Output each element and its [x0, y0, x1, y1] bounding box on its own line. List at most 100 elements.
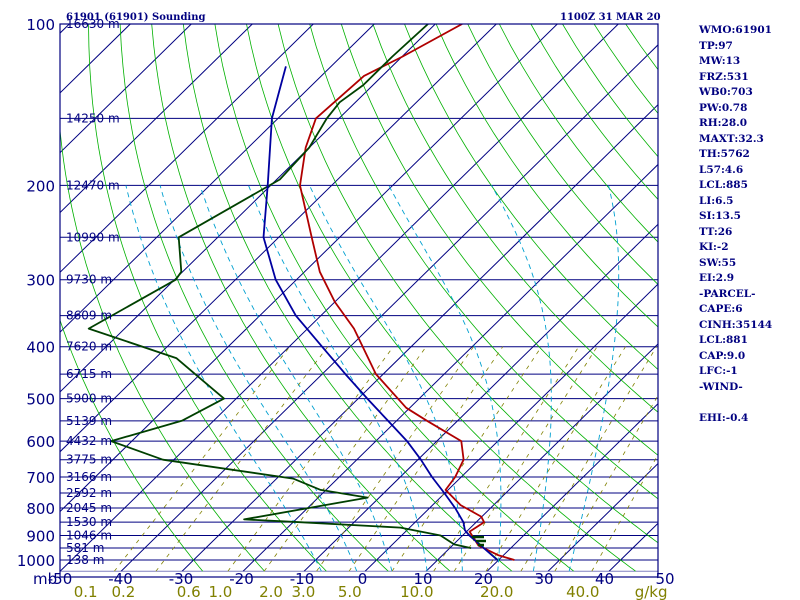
- temperature-profile: [299, 24, 515, 561]
- height-tick-label: 7620 m: [66, 340, 112, 354]
- mixing-ratio-line: [348, 346, 504, 572]
- height-tick-label: 14250 m: [66, 111, 120, 125]
- height-tick-label: 16630 m: [66, 17, 120, 31]
- surface-wind-marker: [472, 535, 486, 547]
- sounding-index-item: MAXT:32.3: [699, 132, 764, 145]
- dry-adiabat-line: [60, 318, 204, 572]
- sounding-profiles: [87, 24, 515, 561]
- dry-adiabat-line: [214, 24, 575, 572]
- moist-adiabat-line: [159, 185, 358, 572]
- dry-adiabat-line: [277, 24, 658, 544]
- sounding-index-item: SI:13.5: [699, 210, 741, 222]
- isotherm-line: [60, 24, 497, 453]
- sounding-index-item: LI:6.5: [699, 194, 734, 207]
- isotherm-line: [60, 24, 314, 274]
- height-tick-label: 10990 m: [66, 230, 120, 244]
- pressure-tick-label: 500: [26, 391, 55, 409]
- sounding-index-item: LCL:881: [699, 334, 748, 346]
- height-tick-label: 2592 m: [66, 486, 112, 500]
- height-tick-label: 3166 m: [66, 470, 112, 484]
- sounding-index-item: [699, 395, 772, 411]
- plot-frame: [59, 23, 659, 578]
- height-tick-label: 1046 m: [66, 528, 112, 542]
- mixing-ratio-line: [391, 346, 542, 572]
- mixing-ratio-tick-label: 20.0: [480, 583, 513, 600]
- sounding-index-item: MW:13: [699, 55, 741, 67]
- height-tick-label: 5139 m: [66, 414, 112, 428]
- height-tick-label: 12470 m: [66, 178, 120, 192]
- sounding-index-item: L57:4.6: [699, 163, 744, 176]
- dry-adiabat-line: [119, 24, 389, 572]
- pressure-tick-label: 800: [26, 500, 55, 518]
- moist-adiabat-line: [491, 185, 552, 572]
- sounding-index-item: -WIND-: [699, 380, 743, 393]
- temperature-tick-label: 10: [413, 570, 432, 588]
- dry-adiabat-line: [151, 24, 451, 572]
- moist-adiabat-line: [388, 185, 502, 572]
- sounding-index-item: EHI:-0.4: [699, 411, 749, 424]
- pressure-tick-label: 1000: [17, 552, 55, 570]
- isotherm-line: [425, 343, 658, 572]
- pressure-tick-label: 200: [26, 177, 55, 195]
- sounding-index-item: CAP:9.0: [699, 349, 746, 362]
- pressure-tick-label: 400: [26, 339, 55, 357]
- sounding-index-item: RH:28.0: [699, 117, 748, 129]
- mixing-ratio-tick-label: 0.6: [177, 583, 201, 600]
- temperature-tick-label: -50: [48, 570, 73, 588]
- mixing-ratio-line: [485, 346, 626, 572]
- mixing-ratio-tick-label: 3.0: [291, 583, 315, 600]
- station-title: 61901 (61901) Sounding: [66, 12, 206, 23]
- mixing-ratio-tick-label: g/kg: [635, 583, 668, 600]
- mixing-ratio-line: [227, 346, 394, 572]
- pressure-tick-label: 700: [26, 469, 55, 487]
- mixing-ratio-line: [591, 453, 658, 572]
- background-grid: [60, 24, 658, 572]
- height-tick-label: 3775 m: [66, 453, 112, 467]
- sounding-index-item: LCL:885: [699, 179, 748, 191]
- sounding-index-item: EI:2.9: [699, 272, 735, 284]
- pressure-tick-label: 600: [26, 433, 55, 451]
- mixing-ratio-tick-label: 0.1: [74, 583, 98, 600]
- height-tick-label: 6715 m: [66, 367, 112, 381]
- dry-adiabat-line: [435, 24, 658, 328]
- mixing-ratio-line: [155, 346, 329, 572]
- sounding-index-item: SW:55: [699, 256, 737, 269]
- isotherm-line: [60, 24, 192, 154]
- temperature-tick-label: -10: [290, 570, 315, 588]
- height-tick-label: 138 m: [66, 553, 104, 567]
- sounding-index-item: LFC:-1: [699, 365, 738, 377]
- sounding-index-item: WMO:61901: [699, 24, 772, 36]
- temperature-tick-label: -40: [108, 570, 133, 588]
- isotherm-line: [181, 103, 658, 572]
- sounding-index-item: TH:5762: [699, 148, 750, 160]
- dry-adiabat-line: [60, 125, 266, 572]
- parcel-profile: [262, 66, 498, 561]
- sounding-index-item: -PARCEL-: [699, 287, 756, 300]
- height-tick-label: 4432 m: [66, 434, 112, 448]
- sounding-indices-panel: WMO:61901 TP:97 MW:13 FRZ:531 WB0:703 PW:0.78…: [699, 23, 772, 426]
- isotherm-line: [60, 24, 619, 572]
- temperature-tick-label: 50: [655, 570, 674, 588]
- height-tick-label: 2045 m: [66, 501, 112, 515]
- height-tick-label: 5900 m: [66, 392, 112, 406]
- pressure-unit-label: mb: [33, 570, 57, 588]
- dry-adiabat-line: [309, 24, 658, 500]
- moist-adiabat-line: [248, 185, 428, 572]
- sounding-index-item: FRZ:531: [699, 70, 749, 83]
- dry-adiabat-line: [340, 24, 658, 456]
- temperature-tick-label: -20: [229, 570, 254, 588]
- isotherm-line: [486, 403, 658, 572]
- height-tick-label: 581 m: [66, 541, 104, 555]
- isotherm-line: [60, 24, 253, 214]
- dry-adiabat-line: [404, 24, 658, 370]
- mixing-ratio-tick-label: 5.0: [338, 583, 362, 600]
- pressure-tick-label: 300: [26, 272, 55, 290]
- sounding-index-item: CAPE:6: [699, 303, 743, 315]
- sounding-index-item: PW:0.78: [699, 101, 748, 114]
- mixing-ratio-tick-label: 1.0: [209, 583, 233, 600]
- isotherm-line: [60, 24, 70, 34]
- mixing-ratio-line: [316, 346, 474, 572]
